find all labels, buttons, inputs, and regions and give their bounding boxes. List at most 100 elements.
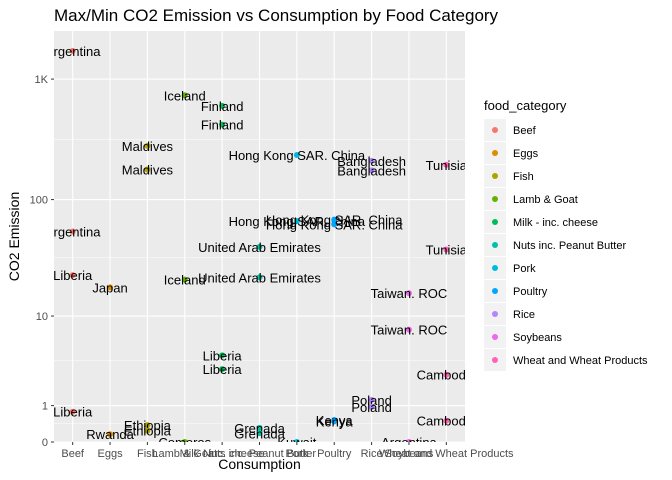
data-point	[368, 157, 375, 164]
point-label: Grenada	[234, 421, 285, 436]
point-label: Hong Kong SAR. China	[266, 217, 403, 232]
point-label: Argentina	[45, 44, 101, 59]
data-points: ArgentinaArgentinaLiberiaLiberiaJapanRwa…	[45, 44, 477, 450]
legend-swatch	[492, 127, 498, 133]
y-tick-label: 1K	[35, 74, 49, 86]
point-label: Kuwait	[277, 435, 316, 450]
legend-label: Milk - inc. cheese	[513, 217, 598, 229]
x-axis-title: Consumption	[218, 456, 301, 472]
legend-label: Fish	[513, 171, 534, 183]
data-point	[331, 216, 338, 223]
point-label: Ethiopia	[124, 424, 172, 439]
legend-swatch	[492, 311, 498, 317]
x-tick-label: Poultry	[317, 448, 352, 460]
point-label: Iceland	[164, 88, 206, 103]
x-tick-label: Nuts inc. Peanut Butter	[203, 448, 316, 460]
chart-title: Max/Min CO2 Emission vs Consumption by F…	[54, 6, 499, 25]
point-label: Liberia	[203, 348, 243, 363]
data-point	[219, 366, 226, 373]
point-label: Cambodia	[417, 368, 477, 383]
x-tick-label: Lamb & Goat	[152, 448, 217, 460]
point-label: Taiwan. ROC	[371, 323, 448, 338]
point-label: Finland	[201, 118, 244, 133]
data-point	[256, 430, 263, 437]
data-point	[219, 121, 226, 128]
point-label: Rwanda	[86, 427, 134, 442]
data-point	[219, 102, 226, 109]
x-tick-label: Rice	[361, 448, 383, 460]
data-point	[405, 326, 412, 333]
legend-swatch	[492, 357, 498, 363]
x-tick-label: Pork	[286, 448, 309, 460]
y-tick-label: 1	[42, 401, 48, 413]
point-label: Cambodia	[417, 414, 477, 429]
y-tick-label: 100	[30, 195, 48, 207]
point-label: Hong Kong SAR. China	[266, 213, 403, 228]
x-tick-label: Beef	[61, 448, 85, 460]
data-point	[331, 418, 338, 425]
legend-label: Poultry	[513, 286, 548, 298]
point-label: Poland	[351, 400, 391, 415]
point-label: Tunisia	[426, 243, 468, 258]
data-point	[405, 439, 412, 442]
point-label: Taiwan. ROC	[371, 286, 448, 301]
data-point	[144, 166, 151, 173]
x-tick-label: Soybeans	[384, 448, 433, 460]
data-point	[256, 243, 263, 250]
data-point	[443, 371, 450, 378]
point-label: Maldives	[122, 163, 174, 178]
x-tick-label: Wheat and Wheat Products	[379, 448, 514, 460]
point-label: Liberia	[53, 268, 93, 283]
point-label: Tunisia	[426, 158, 468, 173]
y-axis-ticks: 0 1 10 100 1K	[30, 74, 54, 449]
data-point	[405, 290, 412, 297]
y-tick-label: 10	[36, 311, 48, 323]
point-label: Argentina	[45, 225, 101, 240]
data-point	[69, 272, 76, 279]
data-point	[144, 142, 151, 149]
point-label: Finland	[201, 99, 244, 114]
point-label: Comoros	[158, 435, 211, 450]
legend-label: Nuts inc. Peanut Butter	[513, 240, 626, 252]
legend-label: Beef	[513, 125, 537, 137]
point-label: United Arab Emirates	[198, 270, 321, 285]
point-label: Bangladesh	[337, 163, 406, 178]
point-label: Liberia	[53, 405, 93, 420]
point-label: Bangladesh	[337, 154, 406, 169]
legend-label: Lamb & Goat	[513, 194, 578, 206]
data-point	[443, 161, 450, 168]
data-point	[107, 284, 114, 291]
point-label: Ethiopia	[124, 418, 172, 433]
point-label: Maldives	[122, 139, 174, 154]
data-point	[144, 427, 151, 434]
point-label: Grenada	[234, 426, 285, 441]
data-point	[107, 431, 114, 438]
point-label: Poland	[351, 393, 391, 408]
point-label: United Arab Emirates	[198, 240, 321, 255]
data-point	[219, 352, 226, 359]
legend-swatch	[492, 196, 498, 202]
data-point	[293, 439, 300, 442]
data-point	[368, 403, 375, 410]
data-point	[181, 439, 188, 442]
x-tick-label: Milk - inc. cheese	[180, 448, 265, 460]
data-point	[368, 396, 375, 403]
legend-label: Wheat and Wheat Products	[513, 355, 648, 367]
legend-label: Pork	[513, 263, 536, 275]
x-tick-label: Fish	[137, 448, 158, 460]
data-point	[181, 276, 188, 283]
point-label: Japan	[92, 280, 127, 295]
y-axis-title: CO2 Emission	[6, 192, 22, 281]
legend-swatch	[492, 150, 498, 156]
point-label: Liberia	[203, 362, 243, 377]
data-point	[69, 408, 76, 415]
data-point	[443, 246, 450, 253]
point-label: Argentina	[381, 435, 437, 450]
data-point	[256, 274, 263, 281]
data-point	[144, 422, 151, 429]
point-label: Hong Kong SAR. China	[229, 148, 366, 163]
x-tick-label: Eggs	[98, 448, 124, 460]
legend-label: Soybeans	[513, 332, 562, 344]
